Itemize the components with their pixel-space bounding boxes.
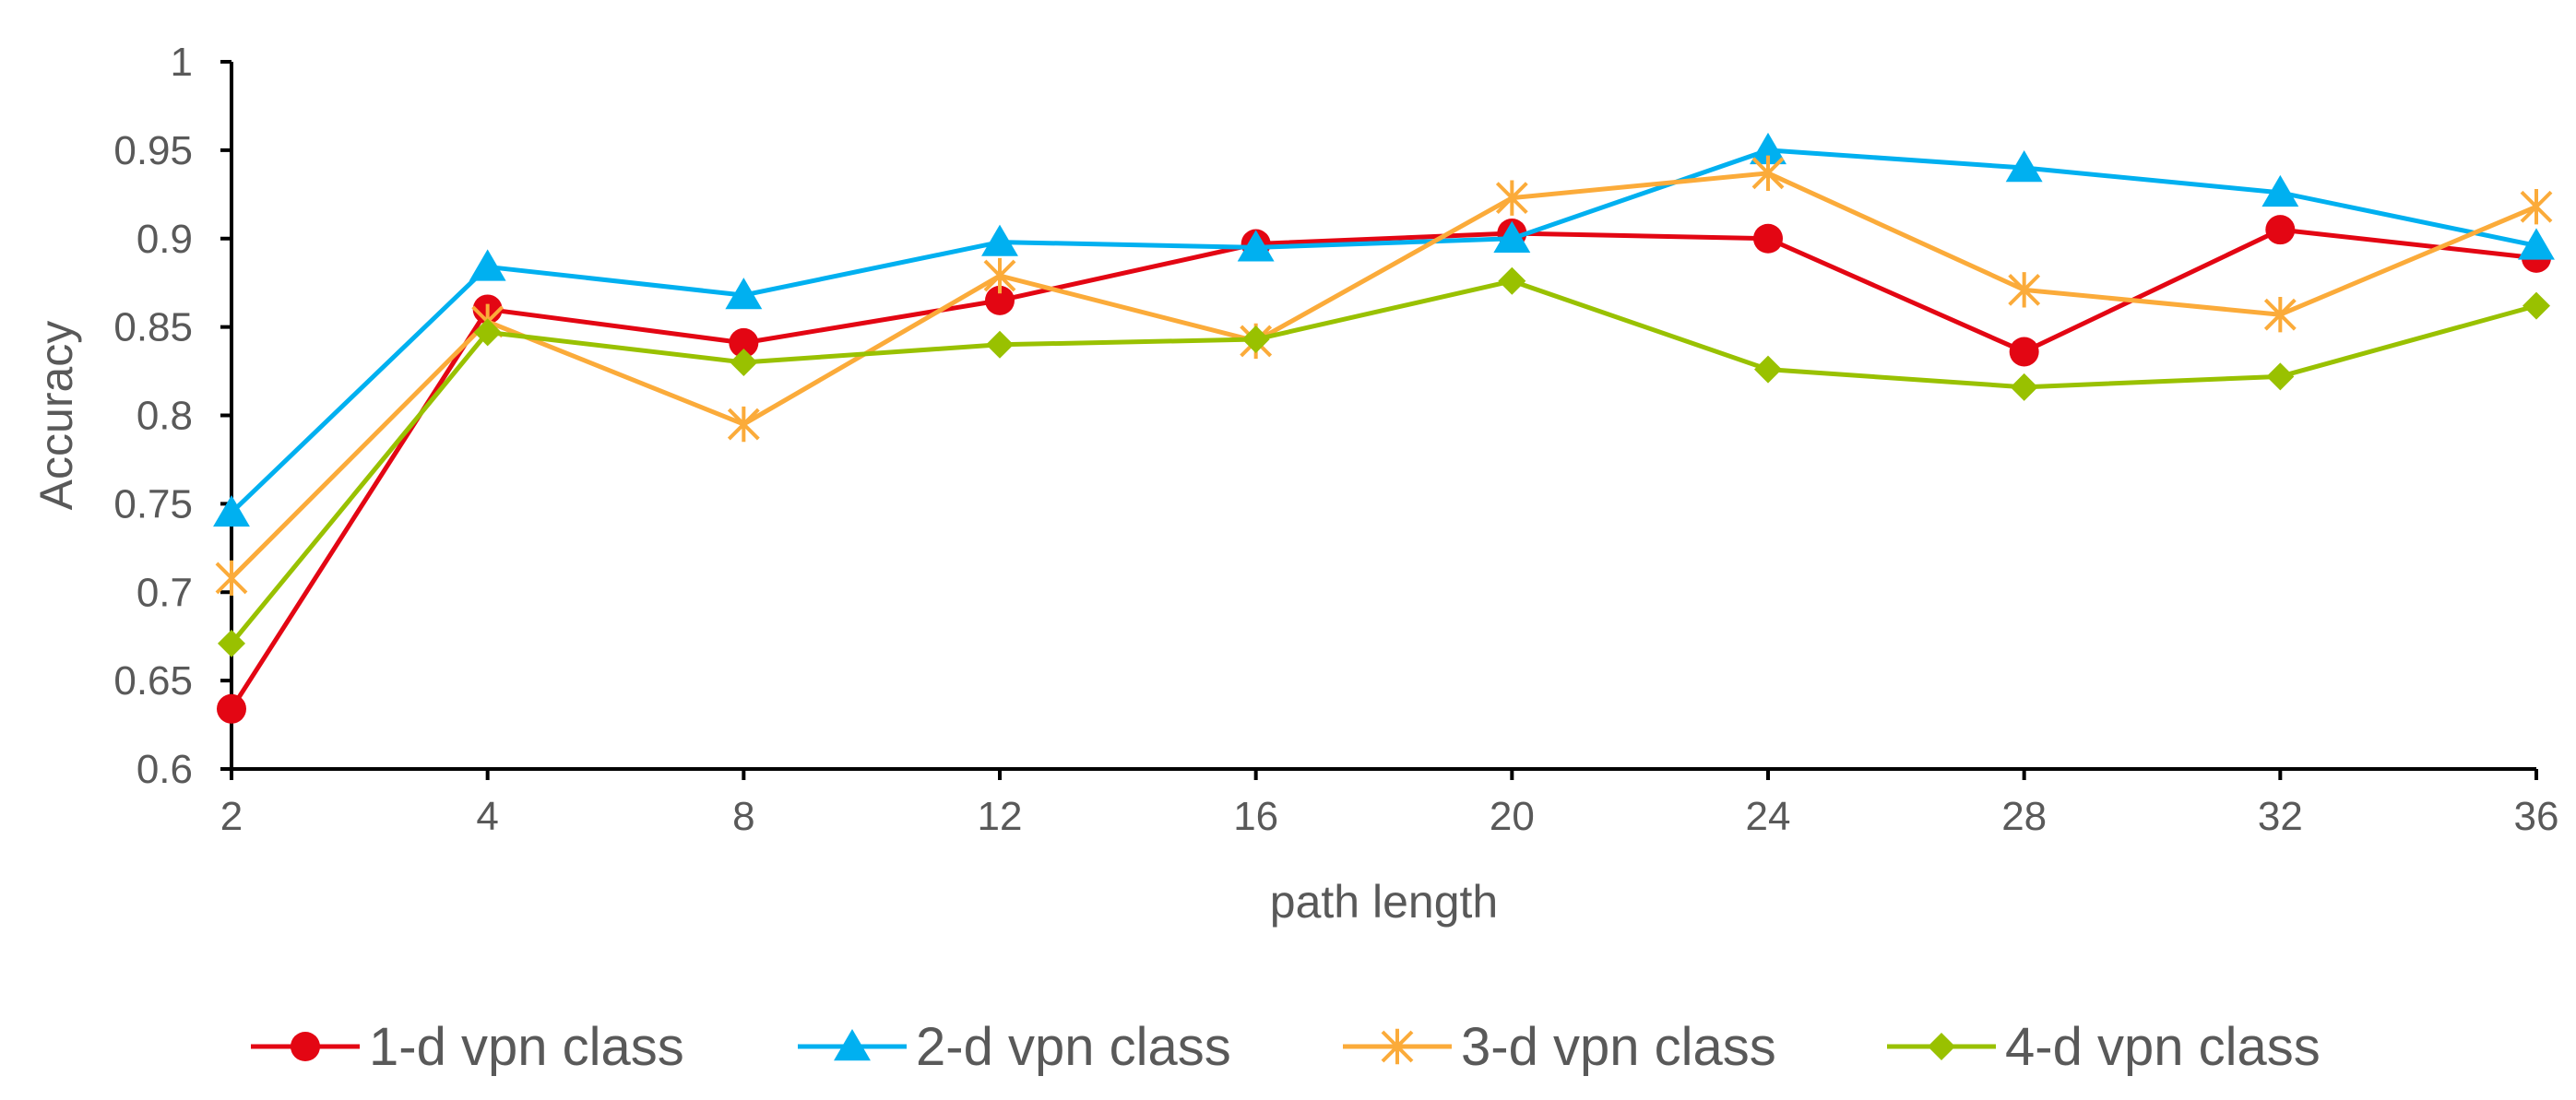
y-tick-label: 0.8: [137, 394, 193, 439]
legend-item: 2-d vpn class: [798, 1017, 1231, 1077]
data-point: [2010, 373, 2038, 401]
data-point: [2263, 297, 2297, 333]
x-tick-label: 28: [2001, 794, 2047, 839]
series-line: [230, 171, 2537, 580]
y-axis-title: Accuracy: [30, 321, 82, 511]
series-line: [230, 278, 2537, 645]
data-point: [2523, 291, 2550, 320]
data-point: [1750, 132, 1787, 165]
legend-swatch-marker: [834, 1029, 871, 1061]
data-point: [2520, 189, 2553, 225]
data-point: [473, 318, 502, 347]
data-point: [1237, 230, 1275, 262]
data-point: [2266, 362, 2295, 391]
series-2: [213, 132, 2555, 527]
data-point: [985, 285, 1015, 315]
x-tick-label: 4: [476, 794, 498, 839]
data-point: [2265, 215, 2296, 245]
data-point: [213, 494, 250, 527]
data-point: [2009, 337, 2039, 367]
legend-label: 4-d vpn class: [2005, 1017, 2321, 1077]
data-point: [215, 560, 248, 597]
x-tick-label: 32: [2258, 794, 2303, 839]
y-tick-label: 0.9: [137, 217, 193, 262]
data-point: [1751, 155, 1785, 192]
legend-item: 1-d vpn class: [251, 1017, 684, 1077]
y-tick-label: 0.65: [113, 658, 193, 704]
x-tick-label: 8: [732, 794, 754, 839]
legend-swatch-marker: [1381, 1028, 1414, 1065]
series-3: [215, 155, 2553, 597]
data-point: [730, 348, 758, 376]
data-point: [1493, 220, 1531, 253]
legend-item: 4-d vpn class: [1887, 1017, 2321, 1077]
x-tick-label: 16: [1233, 794, 1278, 839]
data-point: [986, 330, 1014, 359]
x-tick-label: 24: [1746, 794, 1791, 839]
data-point: [727, 406, 760, 443]
data-point: [1498, 266, 1526, 295]
legend-label: 3-d vpn class: [1461, 1017, 1776, 1077]
y-tick-label: 1: [171, 40, 193, 85]
data-point: [1754, 355, 1782, 384]
legend-label: 1-d vpn class: [369, 1017, 684, 1077]
y-tick-label: 0.85: [113, 305, 193, 350]
series-line: [230, 148, 2537, 515]
y-tick-label: 0.7: [137, 570, 193, 615]
data-point: [1753, 223, 1783, 254]
data-point: [1495, 180, 1528, 216]
data-point: [725, 278, 763, 310]
x-axis-title: path length: [1270, 876, 1498, 928]
x-tick-label: 2: [220, 794, 243, 839]
data-point: [469, 249, 506, 281]
x-tick-label: 36: [2514, 794, 2559, 839]
series-1: [217, 215, 2551, 724]
data-point: [2261, 174, 2299, 207]
data-point: [981, 224, 1018, 256]
series-4: [218, 266, 2550, 657]
data-point: [2005, 150, 2043, 183]
series-layer: [213, 132, 2555, 724]
y-tick-label: 0.6: [137, 747, 193, 792]
data-point: [1241, 325, 1270, 354]
data-point: [729, 327, 759, 358]
legend-item: 3-d vpn class: [1343, 1017, 1776, 1077]
legend-swatch-marker: [291, 1032, 320, 1061]
data-point: [983, 257, 1016, 294]
series-line: [229, 227, 2537, 711]
y-tick-label: 0.75: [113, 481, 193, 526]
y-tick-label: 0.95: [113, 128, 193, 173]
legend-label: 2-d vpn class: [916, 1017, 1231, 1077]
data-point: [2008, 272, 2041, 308]
data-point: [218, 629, 245, 657]
legend-swatch-marker: [1928, 1033, 1955, 1060]
legend: 1-d vpn class 2-d vpn class 3-d vpn class 4…: [251, 1017, 2321, 1077]
x-tick-label: 12: [978, 794, 1023, 839]
data-point: [2518, 228, 2555, 260]
x-tick-label: 20: [1490, 794, 1535, 839]
data-point: [217, 693, 246, 724]
